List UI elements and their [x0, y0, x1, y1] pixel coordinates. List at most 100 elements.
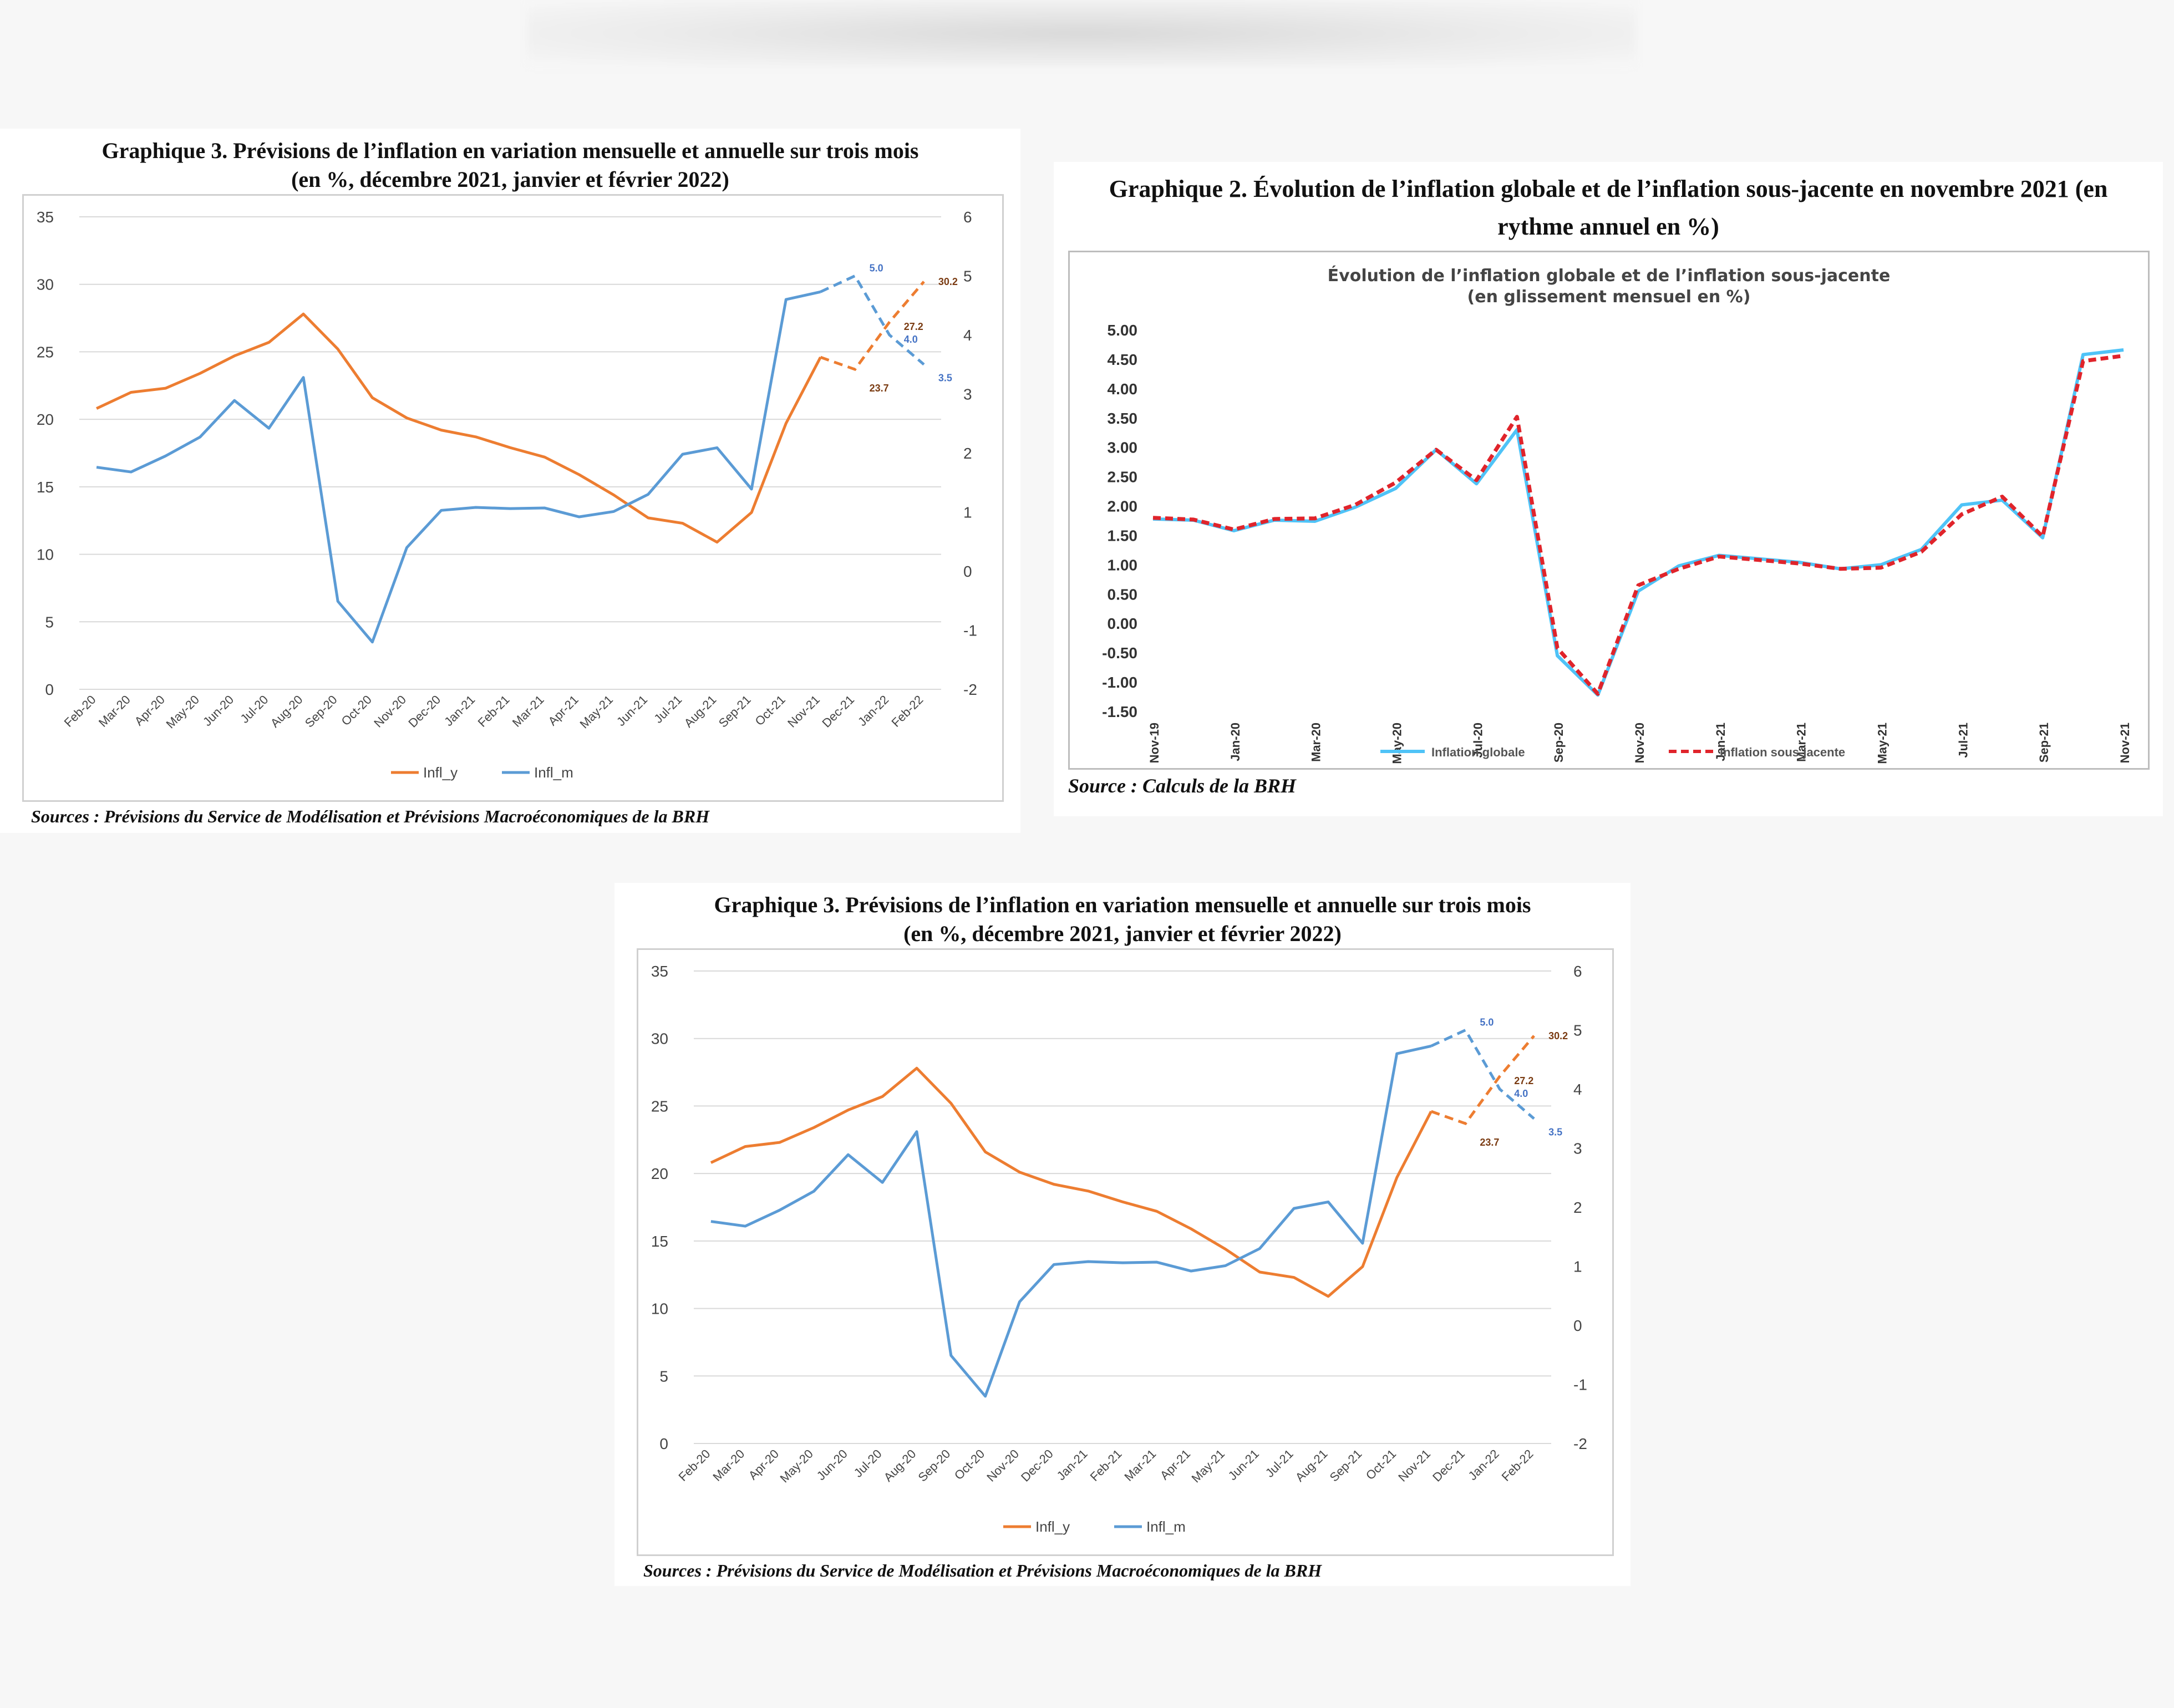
y-left-tick-label: 30: [651, 1030, 668, 1048]
x-tick-label: Jun-21: [1226, 1447, 1262, 1483]
y-left-tick-label: 25: [651, 1097, 668, 1115]
data-point-infl-y: [474, 435, 477, 438]
chart-c-frame: 0 5 10 15 20 25 30 35 -2 -1 0 1 2 3 4 5 6 Feb-20 Mar-20 Apr…: [637, 948, 1614, 1556]
data-point-inflation-sous-jacente: [1435, 449, 1437, 451]
y-left-tick-label: 20: [651, 1165, 668, 1182]
y-right-tick-label: 6: [1573, 963, 1582, 980]
series-line-inflation-globale: [1152, 348, 2124, 697]
data-point-inflation-globale: [2082, 353, 2084, 355]
data-point-inflation-sous-jacente: [1799, 562, 1801, 565]
data-point-infl-m: [984, 1395, 987, 1397]
x-tick-label: Nov-21: [785, 693, 822, 730]
data-point-inflation-sous-jacente: [1920, 551, 1922, 553]
x-tick-label: Jun-21: [614, 693, 650, 729]
x-tick-label: Nov-21: [2118, 723, 2132, 763]
chart-b-inner-title: Évolution de l’inflation globale et de l…: [1328, 266, 1891, 286]
x-tick-label: Oct-21: [752, 693, 788, 728]
chart-a-source: Sources : Prévisions du Service de Modél…: [31, 806, 710, 826]
y-tick-label: 2.50: [1108, 469, 1138, 486]
x-tick-label: Mar-20: [710, 1447, 747, 1484]
chart-c-svg: 05101520253035-2-10123456Feb-20Mar-20Apr…: [651, 963, 1587, 1535]
legend-label-inflation-sous-jacente: Inflation sous-jacente: [1720, 745, 1845, 759]
data-point-infl-m: [267, 427, 270, 430]
x-tick-label: Sep-20: [915, 1447, 953, 1485]
x-tick-label: Apr-21: [545, 693, 581, 728]
data-point-infl-y: [715, 541, 718, 543]
chart-panel-graphique-3-top: Graphique 3. Prévisions de l’inflation e…: [0, 129, 1020, 833]
data-point-infl-m: [681, 453, 684, 456]
x-tick-label: Sep-20: [302, 693, 340, 730]
series-line-infl-m: [96, 290, 821, 644]
x-tick-label: Feb-20: [675, 1447, 713, 1484]
data-point-infl-y: [785, 422, 788, 425]
data-point-infl-y: [371, 396, 374, 399]
data-point-infl-y: [847, 1109, 850, 1111]
y-tick-label: 0.50: [1108, 586, 1138, 603]
data-point-infl-m: [812, 1190, 815, 1193]
data-point-infl-y: [922, 280, 925, 283]
x-tick-label: Dec-21: [819, 693, 857, 730]
series-forecast-line-infl-y: [820, 281, 925, 372]
x-tick-label: Jun-20: [200, 693, 236, 729]
data-point-inflation-globale: [1395, 487, 1397, 490]
x-tick-label: Dec-20: [1018, 1447, 1056, 1485]
y-tick-label: -1.50: [1102, 703, 1137, 720]
x-tick-label: Mar-21: [1121, 1447, 1159, 1484]
data-point-inflation-globale: [2122, 349, 2125, 351]
y-right-tick-label: 1: [1573, 1258, 1582, 1275]
data-point-inflation-sous-jacente: [1192, 518, 1195, 521]
x-tick-label: Jan-21: [441, 693, 478, 729]
data-point-infl-y: [709, 1161, 712, 1164]
x-tick-label: May-21: [1876, 723, 1889, 764]
x-tick-label: Oct-20: [952, 1447, 987, 1482]
x-tick-label: Mar-21: [510, 693, 547, 730]
data-point-inflation-globale: [1678, 565, 1680, 567]
data-point-infl-m: [1533, 1117, 1536, 1120]
data-point-inflation-sous-jacente: [1233, 528, 1235, 531]
data-point-infl-y: [888, 321, 891, 323]
series-line-infl-y: [96, 312, 822, 544]
data-point-inflation-sous-jacente: [1273, 518, 1276, 520]
y-right-tick-label: -2: [963, 681, 977, 698]
data-point-infl-m: [440, 509, 443, 512]
x-tick-label: Nov-19: [1147, 723, 1161, 763]
data-point-infl-m: [1155, 1261, 1158, 1264]
data-label-infl-m: 5.0: [870, 263, 883, 274]
x-tick-label: Jan-22: [1466, 1447, 1502, 1483]
data-point-infl-m: [778, 1209, 781, 1212]
data-point-infl-m: [1395, 1053, 1398, 1055]
data-point-infl-y: [1533, 1034, 1536, 1037]
x-tick-label: Dec-21: [1430, 1447, 1467, 1485]
series-line-inflation-sous-jacente: [1152, 354, 2124, 696]
data-label-infl-m: 3.5: [1548, 1126, 1562, 1137]
data-label-infl-m: 5.0: [1480, 1017, 1494, 1028]
data-point-infl-m: [1361, 1242, 1364, 1244]
data-point-infl-y: [1190, 1227, 1192, 1230]
data-point-inflation-sous-jacente: [1960, 513, 1963, 515]
data-point-infl-y: [302, 313, 305, 316]
y-left-tick-label: 0: [659, 1435, 668, 1452]
x-tick-label: Apr-20: [132, 693, 167, 728]
data-point-infl-y: [1121, 1201, 1124, 1203]
data-point-infl-m: [164, 455, 167, 458]
data-point-infl-y: [1224, 1248, 1227, 1250]
data-point-infl-m: [337, 600, 339, 603]
data-point-infl-m: [1464, 1029, 1467, 1031]
legend-label-infl-m: Infl_m: [1146, 1518, 1186, 1535]
x-tick-label: Jun-20: [814, 1447, 850, 1483]
data-point-infl-y: [750, 511, 753, 514]
y-left-tick-label: 25: [37, 343, 54, 360]
data-point-inflation-sous-jacente: [1718, 556, 1720, 558]
data-point-infl-m: [233, 399, 236, 402]
data-point-infl-y: [509, 446, 512, 449]
data-point-inflation-sous-jacente: [1395, 481, 1397, 484]
data-point-infl-m: [509, 507, 512, 510]
y-left-tick-label: 20: [37, 411, 54, 428]
y-right-tick-label: 4: [1573, 1081, 1582, 1098]
x-tick-label: May-20: [1390, 723, 1404, 764]
data-point-infl-m: [199, 436, 201, 439]
data-point-infl-m: [915, 1130, 918, 1133]
x-tick-label: Mar-20: [1309, 723, 1323, 762]
x-tick-label: Jul-20: [1471, 723, 1485, 758]
chart-b-source: Source : Calculs de la BRH: [1068, 775, 1297, 797]
